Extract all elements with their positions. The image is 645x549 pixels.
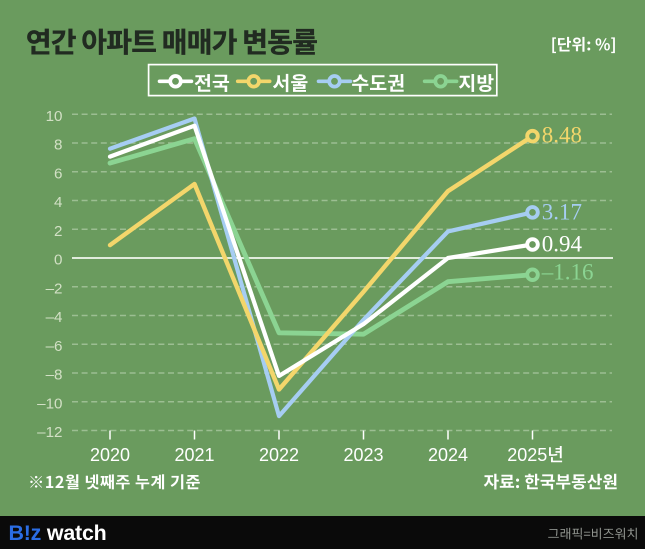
svg-text:8.48: 8.48 [542,122,582,147]
svg-text:–1.16: –1.16 [541,260,594,285]
svg-text:–10: –10 [37,395,62,412]
svg-text:2020: 2020 [90,445,130,465]
svg-text:–2: –2 [46,280,63,297]
svg-text:2: 2 [54,223,62,240]
svg-text:10: 10 [46,108,63,125]
svg-text:2025: 2025 [507,445,547,465]
svg-text:2024: 2024 [428,445,468,465]
svg-text:0.94: 0.94 [542,232,583,257]
svg-text:4: 4 [54,194,62,211]
svg-text:8: 8 [54,137,62,154]
svg-text:–4: –4 [46,309,63,326]
svg-text:2022: 2022 [259,445,299,465]
svg-text:B!z watch: B!z watch [9,521,107,545]
svg-text:6: 6 [54,165,62,182]
svg-text:3.17: 3.17 [542,199,582,224]
svg-text:2023: 2023 [343,445,383,465]
svg-text:–12: –12 [37,424,62,441]
svg-text:–8: –8 [46,367,63,384]
svg-text:0: 0 [54,252,62,269]
svg-text:2021: 2021 [174,445,214,465]
svg-text:–6: –6 [46,338,63,355]
